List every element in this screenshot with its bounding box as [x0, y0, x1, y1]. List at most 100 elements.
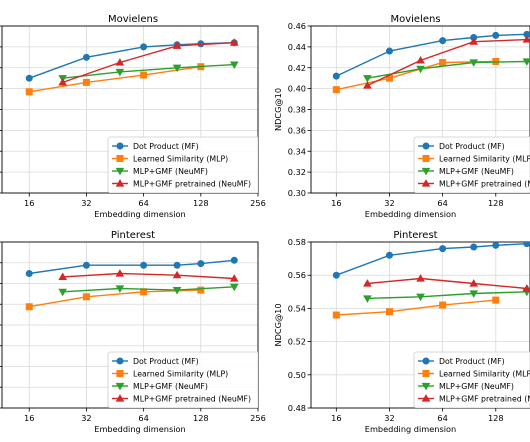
y-tick-label: 0.40 — [288, 84, 306, 94]
x-tick-label: 16 — [24, 413, 34, 423]
data-point-mlp-gmf-pretrained — [58, 272, 68, 280]
series-line-learned-similarity — [29, 289, 201, 308]
x-axis-label: Embedding dimension — [94, 424, 185, 434]
legend-swatch-marker — [422, 155, 430, 163]
chart-title: Pinterest — [111, 230, 155, 241]
data-point-dot-product — [230, 256, 238, 264]
legend-swatch-marker — [116, 142, 124, 150]
series-line-dot-product — [336, 243, 527, 276]
legend-entry-label: MLP+GMF (NeuMF) — [133, 382, 208, 391]
data-point-learned-similarity — [197, 286, 205, 294]
legend-entry-label: MLP+GMF pretrained (NeuMF) — [133, 180, 251, 189]
x-tick-label: 16 — [331, 198, 341, 208]
data-point-learned-similarity — [492, 296, 500, 304]
y-tick-label: 0.56 — [288, 270, 306, 280]
data-point-mlp-gmf — [363, 295, 372, 303]
data-point-learned-similarity — [332, 311, 340, 319]
x-tick-label: 32 — [384, 198, 394, 208]
y-tick-label: 0.36 — [288, 125, 306, 135]
data-point-mlp-gmf-pretrained — [115, 269, 125, 277]
data-point-mlp-gmf — [469, 290, 479, 298]
legend-entry-label: Dot Product (MF) — [439, 357, 505, 366]
chart-title: Movielens — [390, 14, 440, 25]
legend: Dot Product (MF) Learned Similarity (MLP)… — [107, 351, 258, 408]
legend-swatch-marker — [421, 167, 431, 176]
data-point-learned-similarity — [25, 88, 33, 96]
y-axis-label: NDCG@10 — [273, 88, 283, 131]
legend-swatch-marker — [115, 394, 125, 402]
legend: Dot Product (MF) Learned Similarity (MLP)… — [413, 351, 530, 408]
series-line-mlp-gmf — [62, 63, 235, 79]
y-tick-label: 0.42 — [288, 63, 306, 73]
legend-entry-label: Dot Product (MF) — [439, 142, 505, 151]
legend-entry-label: MLP+GMF (NeuMF) — [439, 382, 514, 391]
x-tick-label: 128 — [193, 413, 209, 423]
series-line-mlp-gmf-pretrained — [367, 277, 527, 290]
data-point-dot-product — [385, 47, 393, 55]
legend-entry-label: Dot Product (MF) — [133, 142, 199, 151]
legend-entry-label: Learned Similarity (MLP) — [133, 155, 228, 164]
data-point-mlp-gmf-pretrained — [363, 81, 372, 89]
y-tick-label: 0.34 — [288, 146, 306, 156]
x-tick-label: 16 — [24, 198, 34, 208]
data-point-learned-similarity — [332, 86, 340, 94]
data-point-learned-similarity — [439, 59, 447, 67]
x-tick-label: 32 — [81, 198, 91, 208]
data-point-dot-product — [25, 74, 33, 82]
data-point-mlp-gmf — [229, 283, 239, 292]
data-point-mlp-gmf — [115, 285, 125, 293]
legend-box — [413, 351, 530, 408]
legend-swatch-marker — [421, 179, 431, 187]
y-tick-label: 0.32 — [288, 167, 306, 177]
chart-panel-4: 16 32 64 128 0.48 0.50 0.52 0.54 0.56 0.58 Pintere… — [273, 230, 530, 434]
series-line-dot-product — [336, 33, 527, 77]
data-point-mlp-gmf — [172, 64, 182, 73]
plot-area — [332, 242, 530, 319]
series-line-learned-similarity — [336, 299, 496, 316]
data-point-mlp-gmf — [229, 61, 239, 70]
data-point-mlp-gmf — [172, 287, 182, 295]
chart-title: Movielens — [108, 14, 158, 25]
data-point-mlp-gmf — [416, 65, 425, 74]
data-point-dot-product — [332, 72, 340, 80]
x-tick-label: 128 — [193, 198, 209, 208]
legend-swatch-marker — [421, 382, 431, 391]
legend-swatch-marker — [115, 167, 125, 176]
x-axis-label: Embedding dimension — [365, 424, 456, 434]
data-point-mlp-gmf-pretrained — [469, 37, 479, 45]
data-point-dot-product — [140, 43, 148, 51]
plot-area — [25, 38, 239, 96]
legend-entry-label: MLP+GMF pretrained (NeuMF) — [133, 395, 251, 404]
legend-box — [107, 351, 258, 408]
data-point-learned-similarity — [140, 71, 148, 79]
legend-entry-label: MLP+GMF pretrained (NeuMF) — [439, 180, 530, 189]
y-tick-label: 0.50 — [288, 370, 306, 380]
y-tick-label: 0.44 — [288, 42, 306, 52]
series-line-mlp-gmf-pretrained — [367, 38, 527, 87]
data-point-mlp-gmf-pretrained — [115, 58, 125, 66]
x-axis-label: Embedding dimension — [365, 209, 456, 219]
chart-panel-2: 16 32 64 128 0.30 0.32 0.34 0.36 0.38 0.40 0.42 0.4… — [273, 14, 530, 219]
series-line-mlp-gmf — [62, 286, 235, 293]
series-line-mlp-gmf-pretrained — [62, 272, 235, 280]
series-line-learned-similarity — [336, 60, 496, 91]
data-point-dot-product — [439, 245, 447, 253]
x-tick-label: 128 — [488, 413, 504, 423]
legend-swatch-marker — [115, 179, 125, 187]
data-point-mlp-gmf — [58, 288, 68, 297]
series-line-dot-product — [28, 42, 235, 79]
y-tick-label: 0.38 — [288, 105, 306, 115]
data-point-dot-product — [82, 261, 90, 269]
legend-entry-label: Learned Similarity (MLP) — [439, 155, 530, 164]
data-point-mlp-gmf-pretrained — [416, 56, 425, 64]
series-line-mlp-gmf — [367, 291, 527, 300]
x-tick-label: 64 — [138, 413, 148, 423]
x-tick-label: 64 — [437, 198, 447, 208]
legend-swatch-marker — [422, 369, 430, 377]
y-tick-label: 0.52 — [288, 337, 306, 347]
legend-swatch-marker — [421, 394, 431, 402]
data-point-dot-product — [197, 260, 205, 268]
legend-swatch-marker — [116, 155, 124, 163]
data-point-dot-product — [332, 271, 340, 279]
